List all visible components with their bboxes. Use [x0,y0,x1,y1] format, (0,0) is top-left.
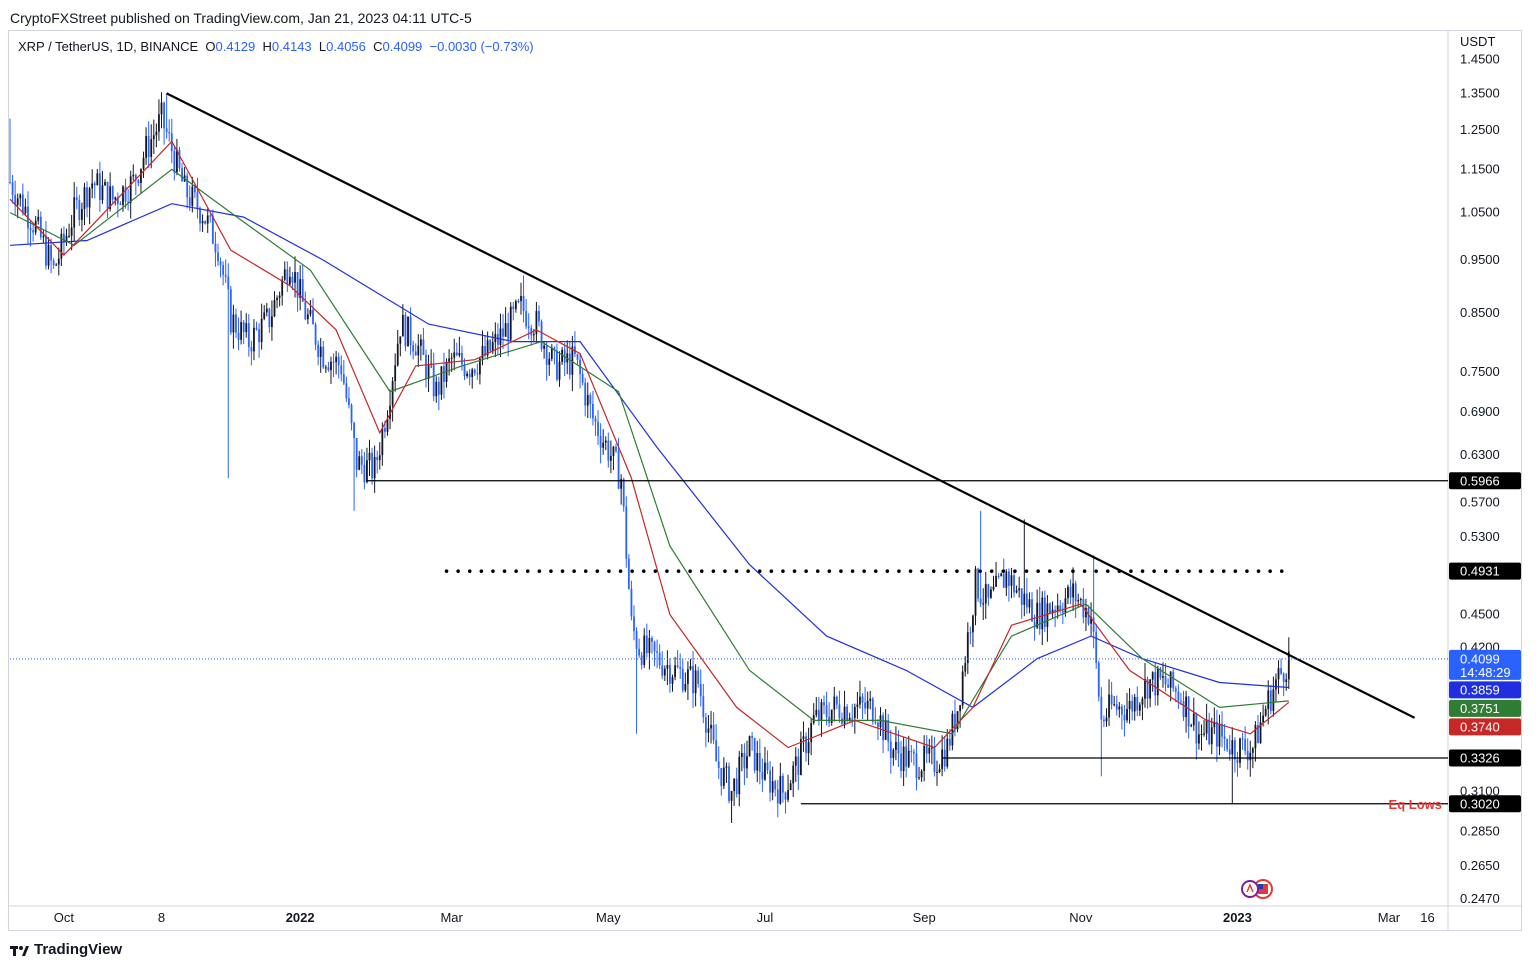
close-value: 0.4099 [382,39,423,54]
low-label: L [318,39,327,54]
change-value: −0.0030 (−0.73%) [429,39,534,54]
high-label: H [262,39,272,54]
tradingview-logo-glyph [10,945,29,956]
logo-slash [22,945,29,956]
brand-name: TradingView [34,941,123,958]
logo-dot [19,945,23,950]
open-value: 0.4129 [215,39,256,54]
high-value: 0.4143 [271,39,312,54]
open-label: O [205,39,216,54]
tradingview-logo-icon [10,944,30,956]
symbol-name[interactable]: XRP / TetherUS, 1D, BINANCE [18,39,199,54]
logo-stem [13,945,16,956]
ohlc-legend: XRP / TetherUS, 1D, BINANCE O0.4129 H0.4… [18,39,534,54]
footer-brand[interactable]: TradingView [10,941,122,958]
close-label: C [373,39,383,54]
publisher-line: CryptoFXStreet published on TradingView.… [10,10,472,26]
low-value: 0.4056 [326,39,366,54]
chart-frame [8,30,1522,931]
